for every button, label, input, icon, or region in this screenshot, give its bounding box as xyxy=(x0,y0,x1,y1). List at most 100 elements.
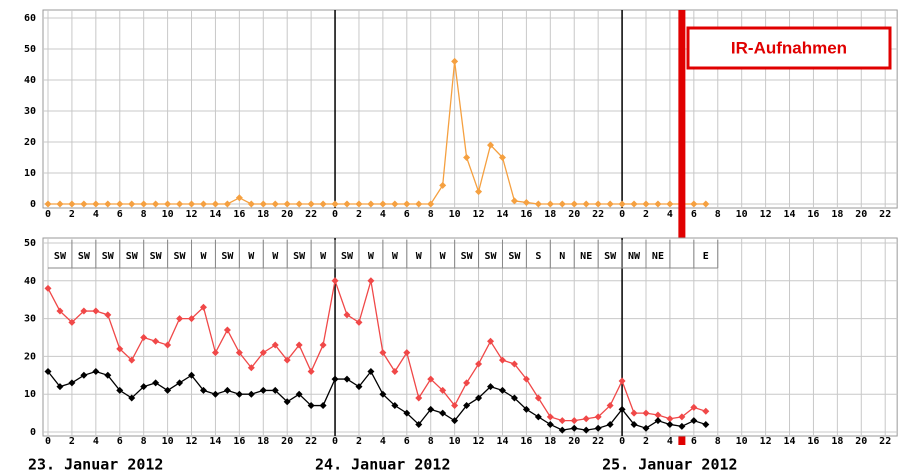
point xyxy=(128,394,136,402)
x-tick-label: 22 xyxy=(879,209,891,220)
point xyxy=(451,417,459,425)
point xyxy=(80,200,88,208)
point xyxy=(642,409,650,417)
point xyxy=(164,341,172,349)
point xyxy=(606,402,614,410)
point xyxy=(570,424,578,432)
point xyxy=(367,200,375,208)
date-label: 23. Januar 2012 xyxy=(28,456,163,473)
point xyxy=(654,411,662,419)
point xyxy=(702,200,710,208)
point xyxy=(642,424,650,432)
point xyxy=(259,200,267,208)
point xyxy=(582,426,590,434)
point xyxy=(92,200,100,208)
point xyxy=(439,409,447,417)
point xyxy=(379,349,387,357)
point xyxy=(522,375,530,383)
x-tick-label: 0 xyxy=(619,209,625,220)
x-tick-label: 6 xyxy=(691,436,697,447)
point xyxy=(188,371,196,379)
wind-label: W xyxy=(440,251,447,262)
point xyxy=(534,394,542,402)
point xyxy=(199,386,207,394)
x-tick-label: 18 xyxy=(544,209,556,220)
x-tick-label: 0 xyxy=(45,436,51,447)
point xyxy=(128,356,136,364)
wind-label: SW xyxy=(54,251,67,262)
x-tick-label: 18 xyxy=(257,436,269,447)
point xyxy=(128,200,136,208)
point xyxy=(223,326,231,334)
point xyxy=(582,415,590,423)
x-tick-label: 4 xyxy=(380,436,386,447)
point xyxy=(558,417,566,425)
point xyxy=(92,307,100,315)
point xyxy=(164,386,172,394)
x-tick-label: 2 xyxy=(69,209,75,220)
point xyxy=(630,420,638,428)
date-label: 25. Januar 2012 xyxy=(602,456,737,473)
point xyxy=(666,415,674,423)
x-tick-label: 2 xyxy=(643,209,649,220)
point xyxy=(403,349,411,357)
point xyxy=(463,379,471,387)
x-tick-label: 4 xyxy=(380,209,386,220)
point xyxy=(522,198,530,206)
wind-label: W xyxy=(368,251,375,262)
x-tick-label: 14 xyxy=(783,436,795,447)
point xyxy=(546,200,554,208)
point xyxy=(116,200,124,208)
point xyxy=(68,379,76,387)
x-tick-label: 6 xyxy=(691,209,697,220)
x-tick-label: 12 xyxy=(185,436,197,447)
x-tick-label: 16 xyxy=(233,436,245,447)
point xyxy=(463,402,471,410)
y-tick-label: 60 xyxy=(24,13,36,24)
x-tick-label: 0 xyxy=(45,209,51,220)
x-tick-label: 0 xyxy=(619,436,625,447)
x-tick-label: 20 xyxy=(855,436,867,447)
x-tick-label: 14 xyxy=(209,436,221,447)
wind-label: SW xyxy=(293,251,306,262)
point xyxy=(391,402,399,410)
x-tick-label: 10 xyxy=(449,209,461,220)
point xyxy=(295,341,303,349)
point xyxy=(487,383,495,391)
x-tick-label: 2 xyxy=(643,436,649,447)
x-tick-label: 6 xyxy=(117,209,123,220)
point xyxy=(510,394,518,402)
wind-label: SW xyxy=(126,251,139,262)
point xyxy=(678,413,686,421)
x-tick-label: 8 xyxy=(428,209,434,220)
point xyxy=(594,200,602,208)
point xyxy=(522,405,530,413)
point xyxy=(319,402,327,410)
point xyxy=(259,386,267,394)
x-tick-label: 22 xyxy=(305,209,317,220)
point xyxy=(487,337,495,345)
wind-label: N xyxy=(559,251,565,262)
x-tick-label: 12 xyxy=(760,209,772,220)
point xyxy=(558,200,566,208)
point xyxy=(379,390,387,398)
y-tick-label: 10 xyxy=(24,168,36,179)
x-tick-label: 6 xyxy=(404,436,410,447)
x-tick-label: 4 xyxy=(93,436,99,447)
point xyxy=(199,200,207,208)
wind-label: SW xyxy=(341,251,354,262)
x-tick-label: 22 xyxy=(879,436,891,447)
x-tick-label: 12 xyxy=(760,436,772,447)
point xyxy=(654,200,662,208)
point xyxy=(606,420,614,428)
point xyxy=(152,379,160,387)
point xyxy=(140,383,148,391)
point xyxy=(211,200,219,208)
point xyxy=(104,371,112,379)
x-tick-label: 20 xyxy=(568,209,580,220)
point xyxy=(510,360,518,368)
point xyxy=(427,375,435,383)
point xyxy=(223,200,231,208)
y-tick-label: 40 xyxy=(24,276,36,287)
